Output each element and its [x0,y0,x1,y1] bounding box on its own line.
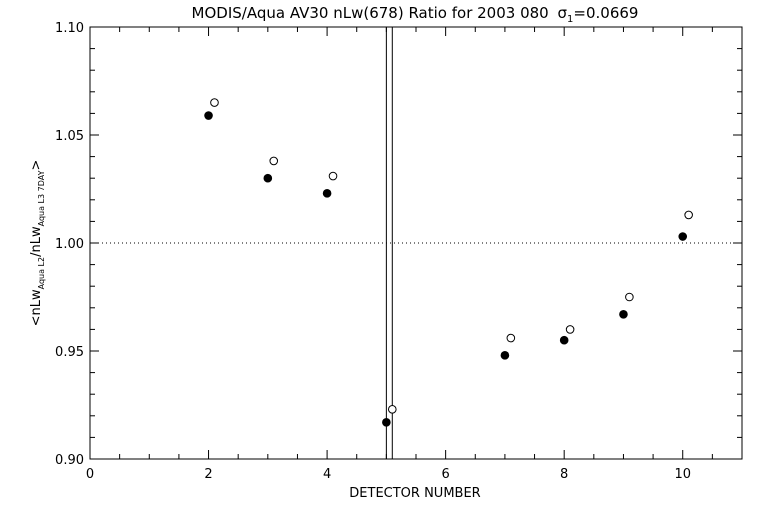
x-tick-label: 0 [86,467,94,482]
y-axis-label-sub2: Aqua L3 7DAY [37,170,46,226]
y-tick-label: 1.10 [55,21,84,36]
y-axis-label-mid: /nLw [29,226,44,257]
data-point-filled [619,309,628,319]
y-axis-label-close: > [29,160,44,171]
x-tick-label: 6 [441,467,449,482]
data-point-filled [559,335,569,345]
plot-area: 0 2 4 6 8 10 0.90 0.95 1.00 1.05 1.10 [55,21,743,482]
x-tick-label: 8 [560,467,568,482]
data-point-open [269,156,279,166]
data-point-filled [500,351,510,360]
y-tick-label: 1.05 [55,129,84,144]
y-tick-label: 0.95 [55,345,84,360]
chart-title-sigma: σ [558,4,568,22]
data-point-open [387,405,397,414]
y-axis-label: <nLwAqua L2/nLwAqua L3 7DAY> [29,160,46,327]
data-point-open [210,98,219,107]
data-point-open [684,210,693,220]
chart-title-main: MODIS/Aqua AV30 nLw(678) Ratio for 2003 … [192,4,549,22]
x-tick-label: 10 [674,467,691,482]
data-point-open [506,333,516,343]
y-axis-label-open: <nLw [29,289,44,326]
data-point-open [625,292,634,302]
y-axis-label-sub1: Aqua L2 [37,257,46,289]
data-point-filled [204,111,213,120]
data-point-open [328,171,338,181]
chart-title: MODIS/Aqua AV30 nLw(678) Ratio for 2003 … [192,4,639,25]
y-tick-label: 0.90 [55,453,84,468]
data-point-filled [322,189,332,198]
x-tick-label: 4 [323,467,331,482]
y-tick-label: 1.00 [55,237,84,252]
plot-frame [89,26,743,460]
chart-title-sigma-value: =0.0669 [573,4,638,22]
x-tick-label: 2 [204,467,212,482]
data-point-filled [678,232,688,241]
chart-title-sigma-sub: 1 [567,14,573,25]
data-point-filled [263,173,273,183]
data-point-open [565,325,575,334]
data-point-filled [382,417,391,427]
x-axis-label: DETECTOR NUMBER [349,486,480,501]
